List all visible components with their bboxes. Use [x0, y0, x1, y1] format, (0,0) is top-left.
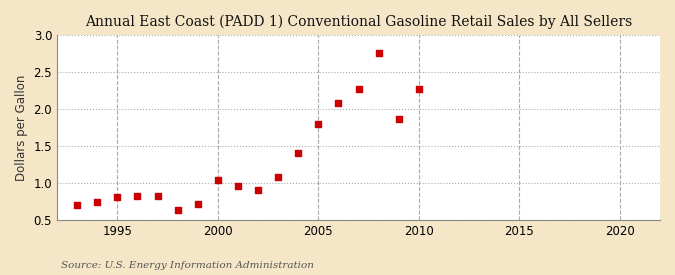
Point — [373, 50, 384, 55]
Point — [213, 178, 223, 182]
Point — [232, 184, 243, 188]
Point — [273, 175, 284, 179]
Text: Source: U.S. Energy Information Administration: Source: U.S. Energy Information Administ… — [61, 260, 314, 270]
Point — [413, 87, 424, 91]
Point — [192, 202, 203, 206]
Point — [172, 208, 183, 213]
Point — [252, 188, 263, 193]
Point — [112, 195, 123, 199]
Point — [72, 202, 82, 207]
Title: Annual East Coast (PADD 1) Conventional Gasoline Retail Sales by All Sellers: Annual East Coast (PADD 1) Conventional … — [85, 15, 632, 29]
Point — [152, 194, 163, 199]
Point — [92, 199, 103, 204]
Point — [313, 122, 324, 126]
Point — [333, 101, 344, 105]
Point — [353, 87, 364, 91]
Point — [132, 194, 143, 198]
Point — [293, 151, 304, 156]
Point — [394, 116, 404, 121]
Y-axis label: Dollars per Gallon: Dollars per Gallon — [15, 74, 28, 181]
